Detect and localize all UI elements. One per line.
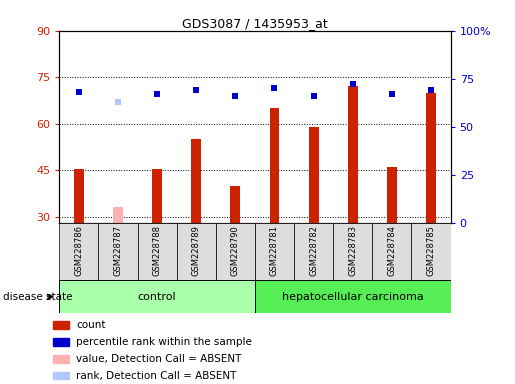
Bar xyxy=(152,169,162,223)
Bar xyxy=(138,223,177,280)
Bar xyxy=(54,372,70,379)
Text: count: count xyxy=(76,320,106,330)
Text: GSM228787: GSM228787 xyxy=(113,225,123,276)
Bar xyxy=(59,223,98,280)
Bar xyxy=(54,355,70,362)
Text: GSM228785: GSM228785 xyxy=(426,225,436,276)
Text: rank, Detection Call = ABSENT: rank, Detection Call = ABSENT xyxy=(76,371,237,381)
Text: control: control xyxy=(138,291,176,302)
Text: value, Detection Call = ABSENT: value, Detection Call = ABSENT xyxy=(76,354,242,364)
Bar xyxy=(191,139,201,223)
Text: GSM228781: GSM228781 xyxy=(270,225,279,276)
Text: GSM228788: GSM228788 xyxy=(152,225,162,276)
Bar xyxy=(387,167,397,223)
Bar xyxy=(348,86,357,223)
Bar xyxy=(177,223,216,280)
Bar xyxy=(333,223,372,280)
Text: GSM228790: GSM228790 xyxy=(231,225,240,276)
Text: GSM228784: GSM228784 xyxy=(387,225,397,276)
Text: GSM228783: GSM228783 xyxy=(348,225,357,276)
Bar xyxy=(98,223,138,280)
Bar xyxy=(216,223,255,280)
Title: GDS3087 / 1435953_at: GDS3087 / 1435953_at xyxy=(182,17,328,30)
Bar xyxy=(54,321,70,329)
Bar xyxy=(255,280,451,313)
Bar xyxy=(308,127,318,223)
Bar xyxy=(269,108,279,223)
Text: GSM228782: GSM228782 xyxy=(309,225,318,276)
Bar xyxy=(54,338,70,346)
Bar xyxy=(255,223,294,280)
Bar xyxy=(294,223,333,280)
Bar xyxy=(426,93,436,223)
Bar xyxy=(74,169,83,223)
Text: GSM228786: GSM228786 xyxy=(74,225,83,276)
Bar xyxy=(230,185,240,223)
Bar xyxy=(113,207,123,223)
Bar xyxy=(59,280,255,313)
Text: disease state: disease state xyxy=(3,291,72,302)
Text: GSM228789: GSM228789 xyxy=(192,225,201,276)
Bar xyxy=(372,223,411,280)
Bar xyxy=(411,223,451,280)
Text: hepatocellular carcinoma: hepatocellular carcinoma xyxy=(282,291,424,302)
Text: percentile rank within the sample: percentile rank within the sample xyxy=(76,337,252,347)
